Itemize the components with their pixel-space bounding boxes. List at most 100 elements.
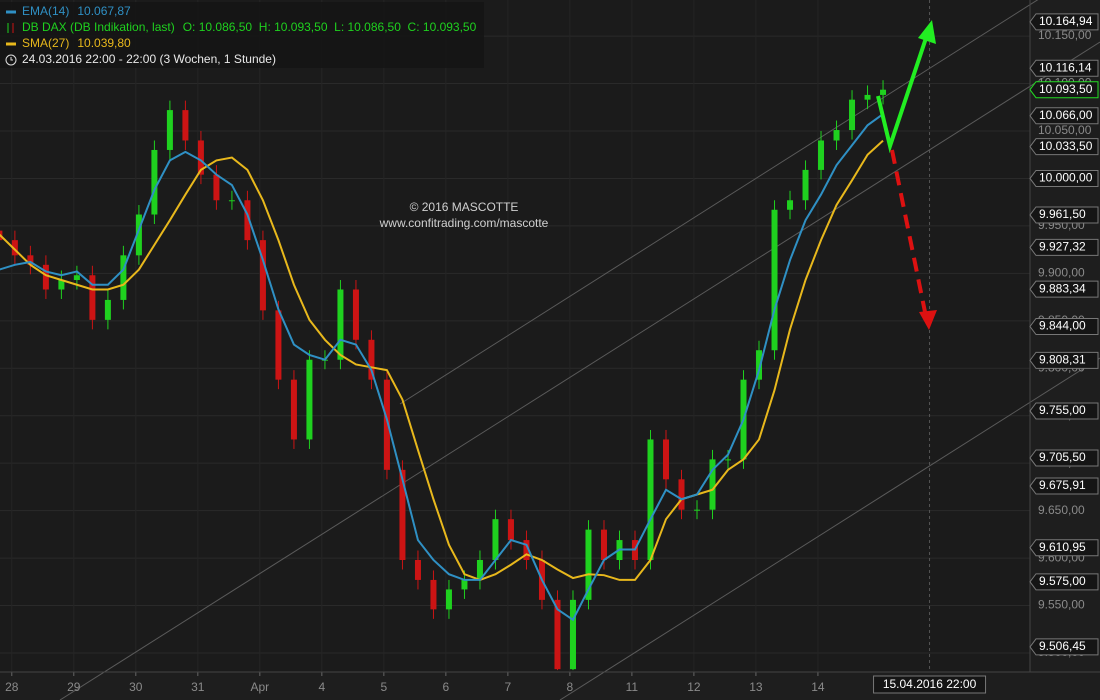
candle-body [787,200,794,210]
price-level-box [1029,138,1099,156]
candle-body [58,280,65,290]
legend-value: 10.039,80 [77,36,131,50]
candle-body [135,214,142,256]
price-level-box [1029,573,1099,591]
candle-body [709,459,716,510]
watermark: www.confitrading.com/mascotte [379,216,549,230]
price-level-box [1029,238,1099,256]
candle-body [182,110,189,141]
price-level-label: 9.883,34 [1039,281,1086,295]
candle-body [461,579,468,590]
watermark: © 2016 MASCOTTE [410,200,519,214]
legend-name: EMA(14) [22,4,69,18]
candle-body [694,509,701,511]
price-level-label: 10.033,50 [1039,139,1093,153]
candle-body [818,140,825,170]
legend: EMA(14) 10.067,87 DB DAX (DB Indikation, l… [0,2,484,68]
candle-body [290,379,297,440]
legend-name: SMA(27) [22,36,69,50]
channel-line [399,0,1039,405]
legend-subtitle: 24.03.2016 22:00 - 22:00 (3 Wochen, 1 St… [22,52,276,66]
candle-body [833,130,840,141]
candle-body [73,275,80,280]
candle-body [678,479,685,510]
x-tick-label: 12 [687,680,701,694]
crosshair-label: 15.04.2016 22:00 [883,677,977,691]
price-level-label: 9.575,00 [1039,574,1086,588]
candle-body [849,99,856,131]
price-level-label: 9.961,50 [1039,207,1086,221]
down-arrow [890,149,927,313]
y-tick-label: 9.550,00 [1038,598,1085,612]
x-tick-label: 6 [443,680,450,694]
candle-body [507,519,514,541]
candle-body [213,174,220,201]
candle-body [197,140,204,175]
y-tick-label: 10.050,00 [1038,123,1092,137]
channel-lines [59,0,1100,700]
candle-body [306,359,313,440]
x-tick-label: 7 [505,680,512,694]
price-level-label: 9.755,00 [1039,403,1086,417]
legend-value: O: 10.086,50 H: 10.093,50 L: 10.086,50 C… [183,20,477,34]
candle-body [430,579,437,610]
price-level-label: 10.164,94 [1039,14,1093,28]
price-level-box [1029,169,1099,187]
projection-arrows [876,20,937,330]
candle-body [725,459,732,461]
price-level-box [1029,13,1099,31]
legend-background [0,2,484,68]
candle-body [11,240,18,256]
legend-name: DB DAX (DB Indikation, last) [22,20,175,34]
x-tick-label: 5 [381,680,388,694]
crosshair-box [873,675,987,694]
legend-value: 10.067,87 [77,4,131,18]
y-tick-label: 9.900,00 [1038,266,1085,280]
candle-body [27,255,34,265]
price-level-label: 10.116,14 [1039,60,1092,74]
price-level-box [1029,638,1099,656]
candle-body [445,589,452,610]
candle-body [662,439,669,480]
x-tick-label: 4 [318,680,325,694]
price-level-label: 9.675,91 [1039,478,1086,492]
candle-body [802,169,809,201]
indicator-line [0,113,884,622]
channel-line [559,357,1100,700]
x-tick-label: 29 [67,680,81,694]
candle-body [554,599,561,670]
candle-body [476,560,483,580]
candle-body [352,289,359,340]
candle-body [585,529,592,600]
up-arrowhead [918,20,936,44]
x-tick-label: 11 [626,680,639,694]
candle-body [880,89,887,95]
x-tick-label: Apr [250,680,269,694]
candle-body [492,519,499,560]
candle-body [120,255,127,300]
candle-body [864,94,871,100]
y-tick-label: 10.150,00 [1038,28,1092,42]
candle-body [275,310,282,380]
candle-body [228,200,235,202]
marks [0,0,931,672]
price-level-box [1029,59,1099,77]
candle-body [259,240,266,311]
x-tick-label: 31 [191,680,205,694]
candle-body [399,469,406,560]
candle-body [42,264,49,290]
clock-hands [10,57,13,61]
y-tick-label: 9.650,00 [1038,503,1085,517]
price-level-box [1029,351,1099,369]
candle-body [104,299,111,320]
candle-body [368,339,375,380]
price-level-label: 9.506,45 [1039,639,1086,653]
up-arrow [876,37,928,154]
price-level-label: 9.927,32 [1039,240,1086,254]
price-level-box [1029,206,1099,224]
candle-body [647,439,654,560]
price-level-box [1029,477,1099,495]
indicator-line [0,139,884,581]
